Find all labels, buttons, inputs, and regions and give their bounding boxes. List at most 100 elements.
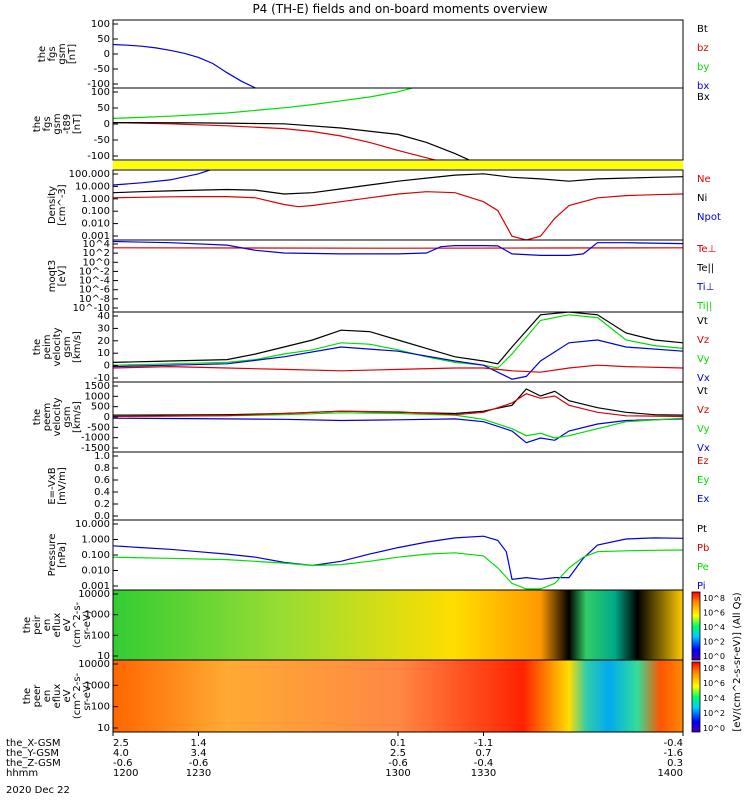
legend-entry: Vt: [697, 386, 708, 397]
series-peem_velocity-Vt: [113, 388, 683, 416]
legend-entry: Vt: [697, 316, 708, 327]
y-tick-label: 0.001: [81, 581, 110, 592]
panel-frame: [112, 519, 684, 591]
panel-pressure: 10.000 1.000 0.100 0.010 0.001 Pressure[nPa] P…: [47, 519, 709, 592]
series-density-Ni: [113, 173, 683, 195]
legend-entry: Ey: [697, 475, 709, 486]
x-row-value: 2.5: [113, 738, 129, 749]
y-tick-label: 0.0: [94, 511, 110, 522]
x-row-label: hhmm: [6, 768, 38, 779]
colorbar-tick: 10^0: [703, 652, 725, 661]
x-row-value: 1400: [658, 768, 683, 779]
colorbar-tick: 10^0: [703, 724, 725, 733]
y-tick-label: 0.4: [94, 487, 110, 498]
panel-frame: [112, 311, 684, 383]
y-tick-label: 0.2: [94, 499, 110, 510]
y-tick-label: 10000: [78, 659, 110, 670]
legend-entry: Ex: [697, 494, 709, 505]
y-axis-label: Density[cm^-3]: [47, 184, 68, 225]
y-tick-label: -100: [87, 151, 110, 162]
y-tick-label: -50: [94, 64, 110, 75]
legend-entry: Ne: [697, 174, 711, 185]
y-axis-label: thepeemvelocitygsm[km/s]: [32, 397, 83, 436]
y-tick-label: -100: [87, 79, 110, 90]
legend-entry: by: [697, 62, 709, 73]
y-tick-label: 1.000: [81, 535, 110, 546]
y-tick-label: 10^-6: [79, 285, 110, 296]
colorbar-tick: 10^4: [703, 623, 725, 632]
y-axis-label: thepeimvelocitygsm[km/s]: [32, 327, 83, 366]
x-row-value: 1230: [186, 768, 211, 779]
panel-frame: [112, 239, 684, 313]
panel-peir_en_eflux: 10000 1000 100 10 thepeirenefluxeV(cm^2-s-sr…: [22, 589, 684, 662]
y-tick-label: 0: [104, 361, 110, 372]
y-tick-label: -1000: [81, 433, 110, 444]
y-tick-label: 1.0: [94, 451, 110, 462]
colorbar-tick: 10^6: [703, 679, 725, 688]
y-tick-label: 10^-2: [79, 266, 110, 277]
y-tick-label: 0: [104, 119, 110, 130]
y-tick-label: -10: [94, 373, 110, 384]
x-row-value: 1200: [113, 768, 138, 779]
legend-entry: Te⊥: [696, 244, 716, 255]
x-row-value: -1.6: [663, 748, 683, 759]
x-row-label: the_Z-GSM: [6, 758, 61, 769]
x-axis-block: the_X-GSM 2.5 1.4 0.1 -1.1 -0.4 the_Y-GSM 4.0 3.…: [6, 732, 684, 779]
series-peim_velocity-Vz: [113, 364, 683, 373]
legend-entry: Vy: [697, 424, 710, 435]
legend-entry: Vx: [697, 443, 710, 454]
y-tick-label: 10^4: [83, 239, 110, 250]
y-tick-label: 0: [104, 412, 110, 423]
y-tick-label: 0.6: [94, 475, 110, 486]
x-row-value: 4.0: [113, 748, 129, 759]
x-row-value: -0.6: [113, 758, 133, 769]
x-row-value: -1.1: [474, 738, 494, 749]
panel-frame: [112, 19, 684, 89]
y-tick-label: 1.000: [81, 194, 110, 205]
x-row-value: 0.3: [667, 758, 683, 769]
y-axis-label: thepeirenefluxeV(cm^2-s-sr-eV): [22, 601, 93, 648]
x-row-value: 1300: [385, 768, 410, 779]
y-tick-label: -50: [94, 135, 110, 146]
series-moqt3-Ti: [113, 240, 683, 256]
y-axis-label: thefgsgsm[nT]: [37, 43, 78, 64]
legend-entry: Ti⊥: [696, 282, 714, 293]
y-tick-label: 0.010: [81, 219, 110, 230]
x-row-value: 1330: [471, 768, 496, 779]
y-tick-label: 100: [91, 630, 110, 641]
y-tick-label: 1000: [85, 610, 110, 621]
y-tick-label: 500: [91, 402, 110, 413]
colorbar-tick: 10^2: [703, 638, 725, 647]
y-axis-label: thepeerenefluxeV(cm^2-s-sr-eV): [22, 672, 93, 719]
y-tick-label: 0.100: [81, 206, 110, 217]
y-tick-label: 100.000: [69, 169, 110, 180]
y-tick-label: 10^2: [83, 248, 110, 259]
y-tick-label: 10: [97, 348, 110, 359]
colorbar-strip: [691, 591, 701, 661]
y-tick-label: 0: [104, 49, 110, 60]
legend-entry: Pe: [697, 562, 709, 573]
y-tick-label: 100: [91, 702, 110, 713]
y-tick-label: 10: [97, 723, 110, 734]
y-tick-label: 30: [97, 323, 110, 334]
colorbar: 10^8 10^6 10^4 10^2 10^0 10^8 10^6 10^4 10^2 10^0…: [691, 591, 743, 733]
x-row-value: 0.7: [476, 748, 492, 759]
y-tick-label: 20: [97, 336, 110, 347]
x-row-label: the_Y-GSM: [6, 748, 59, 759]
series-peem_velocity-Vx: [113, 417, 683, 444]
legend-entry: Vz: [697, 405, 709, 416]
panel-frame: [112, 87, 684, 161]
y-tick-label: 1000: [85, 680, 110, 691]
x-row-value: -0.4: [474, 758, 494, 769]
legend-entry: Pi: [697, 581, 706, 592]
y-tick-label: 0.001: [81, 231, 110, 242]
y-axis-label: thefgsgsm-t89[nT]: [32, 113, 83, 134]
panel-peer_en_eflux: 10000 1000 100 10 thepeerenefluxeV(cm^2-s-sr…: [22, 659, 684, 734]
legend-entry: Ni: [697, 193, 707, 204]
y-tick-label: -500: [87, 422, 110, 433]
plot-title: P4 (TH-E) fields and on-board moments ov…: [252, 2, 547, 16]
x-row-value: 2.5: [390, 748, 406, 759]
legend-entry: Te||: [696, 263, 714, 274]
